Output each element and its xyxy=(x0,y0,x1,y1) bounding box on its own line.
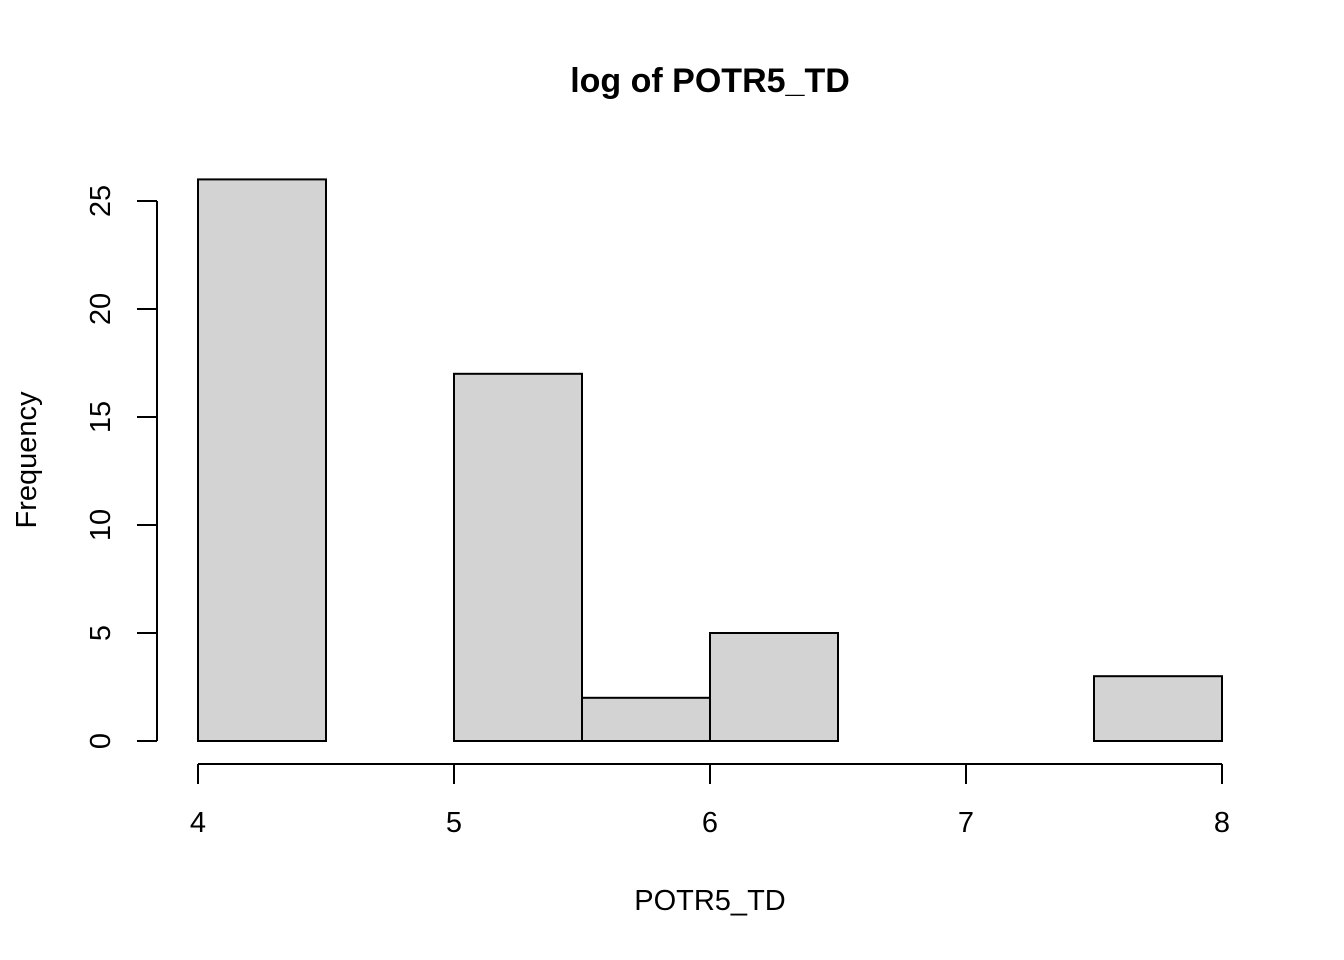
y-tick-label-2: 10 xyxy=(85,509,117,541)
x-axis: 4 5 6 7 8 xyxy=(190,763,1230,839)
y-tick-label-3: 15 xyxy=(85,401,117,433)
x-axis-label: POTR5_TD xyxy=(634,885,785,917)
x-tick-label-3: 7 xyxy=(958,807,974,839)
y-tick-label-4: 20 xyxy=(85,293,117,325)
bars-group xyxy=(197,178,1223,743)
y-axis: 0 5 10 15 20 25 xyxy=(85,185,158,749)
y-tick-label-5: 25 xyxy=(85,185,117,217)
chart-title: log of POTR5_TD xyxy=(570,62,850,100)
bar-3 xyxy=(581,696,711,742)
y-tick-label-0: 0 xyxy=(85,733,117,749)
bar-4 xyxy=(709,632,839,742)
x-tick-label-1: 5 xyxy=(446,807,462,839)
x-tick-label-2: 6 xyxy=(702,807,718,839)
x-tick-label-4: 8 xyxy=(1214,807,1230,839)
bar-2 xyxy=(453,372,583,742)
y-tick-label-1: 5 xyxy=(85,625,117,641)
y-axis-label: Frequency xyxy=(11,391,43,529)
x-tick-label-0: 4 xyxy=(190,807,206,839)
bar-0 xyxy=(197,178,327,742)
bar-7 xyxy=(1093,675,1223,743)
